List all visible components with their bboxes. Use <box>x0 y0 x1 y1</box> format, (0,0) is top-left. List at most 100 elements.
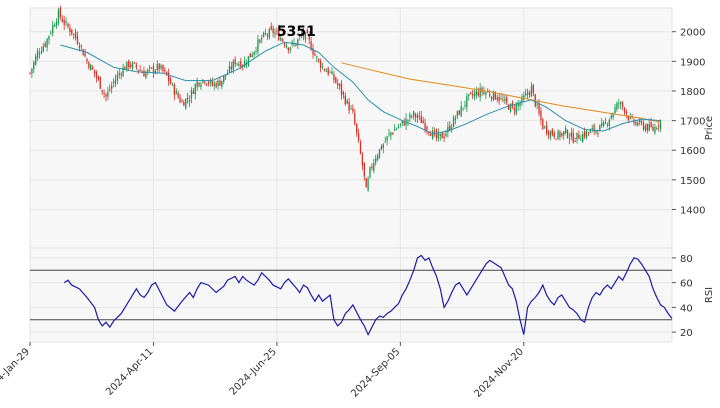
candle-body <box>640 121 643 123</box>
candle-body <box>397 126 400 128</box>
candle-body <box>420 115 422 123</box>
candle-body <box>422 120 424 124</box>
candle-body <box>517 103 519 107</box>
candle-body <box>413 111 415 116</box>
candle-body <box>525 93 527 96</box>
candle-body <box>93 69 96 74</box>
candle-body <box>384 141 386 143</box>
candle-body <box>659 120 662 129</box>
candle-body <box>369 166 371 178</box>
candle-body <box>382 144 384 148</box>
candle-body <box>500 98 502 100</box>
candle-body <box>545 125 548 134</box>
candle-body <box>580 139 582 141</box>
candle-body <box>473 92 476 97</box>
candle-body <box>249 53 251 58</box>
price-tick-label: 2000 <box>680 28 705 39</box>
candle-body <box>331 71 333 75</box>
candle-body <box>340 83 343 95</box>
candle-body <box>112 81 115 83</box>
candle-body <box>375 158 377 163</box>
candle-body <box>95 71 98 78</box>
candle-body <box>601 122 603 126</box>
candle-body <box>521 96 523 103</box>
candle-body <box>169 78 172 85</box>
candle-body <box>131 62 134 69</box>
candle-body <box>48 35 50 40</box>
candle-body <box>426 126 428 131</box>
candle-body <box>597 132 599 134</box>
candle-body <box>648 123 650 131</box>
candle-body <box>221 80 223 87</box>
candle-body <box>515 104 517 114</box>
candle-body <box>585 131 588 138</box>
candle-body <box>361 154 364 166</box>
candle-body <box>207 82 210 84</box>
candle-body <box>82 49 84 56</box>
price-tick-label: 1600 <box>680 146 705 157</box>
candle-body <box>65 21 67 23</box>
candle-body <box>251 54 253 57</box>
candle-body <box>445 133 447 137</box>
candle-body <box>378 149 381 158</box>
candle-body <box>50 32 52 34</box>
candle-body <box>621 102 624 107</box>
candle-body <box>219 80 221 86</box>
candle-body <box>635 122 637 125</box>
candle-body <box>411 115 413 117</box>
candle-body <box>224 75 227 77</box>
candle-body <box>599 124 601 132</box>
candle-body <box>612 113 614 118</box>
candle-body <box>120 73 122 75</box>
candle-body <box>536 104 538 106</box>
candle-body <box>604 122 607 124</box>
price-axis-label: Price <box>704 116 715 140</box>
candle-body <box>454 118 457 121</box>
moving-average-short <box>60 41 661 135</box>
candle-body <box>209 80 212 83</box>
candle-body <box>255 50 257 52</box>
candle-body <box>403 122 405 126</box>
candle-body <box>359 141 362 154</box>
candle-body <box>99 76 101 89</box>
candle-body <box>312 48 314 55</box>
candle-body <box>644 126 647 131</box>
candle-body <box>185 98 187 109</box>
candle-body <box>266 34 269 36</box>
candle-body <box>158 63 160 70</box>
rsi-tick-label: 60 <box>680 279 693 290</box>
candle-body <box>167 72 170 81</box>
candle-body <box>145 72 147 78</box>
candle-body <box>44 43 46 47</box>
candle-body <box>71 29 73 34</box>
candle-body <box>147 69 149 73</box>
candle-body <box>593 125 595 132</box>
candle-body <box>122 67 124 77</box>
candle-body <box>278 29 280 41</box>
candle-body <box>504 98 506 102</box>
candle-body <box>559 131 561 137</box>
candle-body <box>29 72 31 74</box>
date-tick-label: 2024-Nov-20 <box>472 346 525 399</box>
candle-body <box>380 146 383 150</box>
date-tick-label: 2024-Jan-29 <box>0 346 32 397</box>
rsi-panel: 20 40 60 80 RSI <box>29 247 715 343</box>
candle-body <box>416 115 419 118</box>
candle-body <box>133 62 136 64</box>
chart-title: 5351 <box>277 24 316 40</box>
candle-body <box>502 99 504 101</box>
candle-body <box>606 124 609 126</box>
date-axis-ticks: 2024-Jan-29 2024-Apr-11 2024-Jun-25 2024-Se… <box>0 342 526 400</box>
candle-body <box>232 61 234 70</box>
candle-body <box>639 119 641 123</box>
candle-body <box>623 107 626 113</box>
candle-body <box>238 63 240 66</box>
candle-body <box>152 66 155 73</box>
candle-body <box>542 119 544 130</box>
candle-body <box>646 124 648 131</box>
candle-body <box>310 41 312 51</box>
candle-body <box>595 130 597 133</box>
candle-body <box>540 110 542 121</box>
candle-body <box>297 39 299 45</box>
candle-body <box>551 129 554 135</box>
